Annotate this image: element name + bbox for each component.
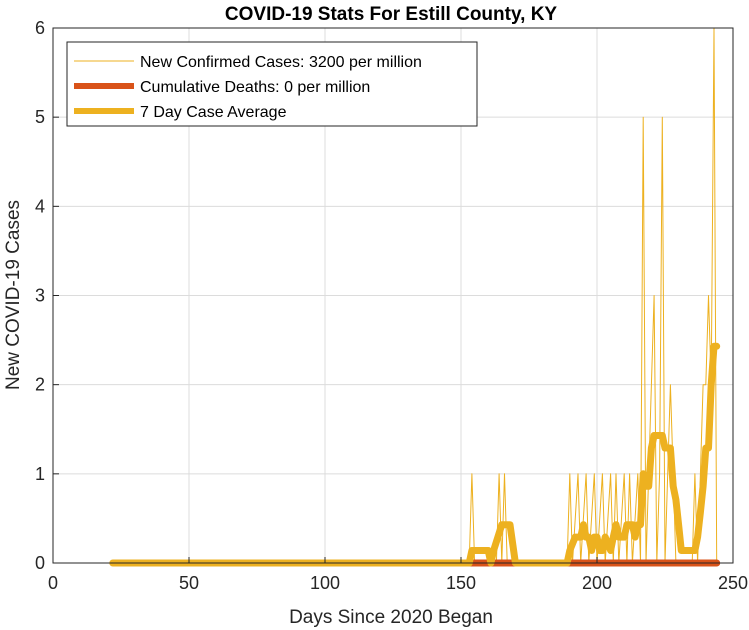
ticks: 0 50 100 150 200 250 0 1 2 3 4 5 6 (35, 18, 748, 593)
grid (53, 28, 733, 563)
y-tick-label: 1 (35, 464, 45, 484)
x-tick-label: 0 (48, 573, 58, 593)
x-tick-label: 250 (718, 573, 748, 593)
x-tick-label: 100 (310, 573, 340, 593)
x-axis-label: Days Since 2020 Began (289, 607, 493, 628)
y-tick-label: 0 (35, 553, 45, 573)
chart-title: COVID-19 Stats For Estill County, KY (225, 4, 558, 25)
y-tick-label: 6 (35, 18, 45, 38)
y-axis-label: New COVID-19 Cases (3, 200, 24, 390)
x-tick-label: 200 (582, 573, 612, 593)
legend-label-average: 7 Day Case Average (140, 104, 287, 121)
y-tick-label: 3 (35, 286, 45, 306)
y-tick-label: 2 (35, 375, 45, 395)
x-tick-label: 150 (446, 573, 476, 593)
y-tick-label: 5 (35, 107, 45, 127)
legend-label-new-cases: New Confirmed Cases: 3200 per million (140, 54, 422, 71)
legend-box (66, 41, 478, 127)
legend: New Confirmed Cases: 3200 per million Cu… (66, 41, 478, 127)
x-tick-label: 50 (179, 573, 199, 593)
y-tick-label: 4 (35, 196, 45, 216)
legend-label-deaths: Cumulative Deaths: 0 per million (140, 79, 370, 96)
